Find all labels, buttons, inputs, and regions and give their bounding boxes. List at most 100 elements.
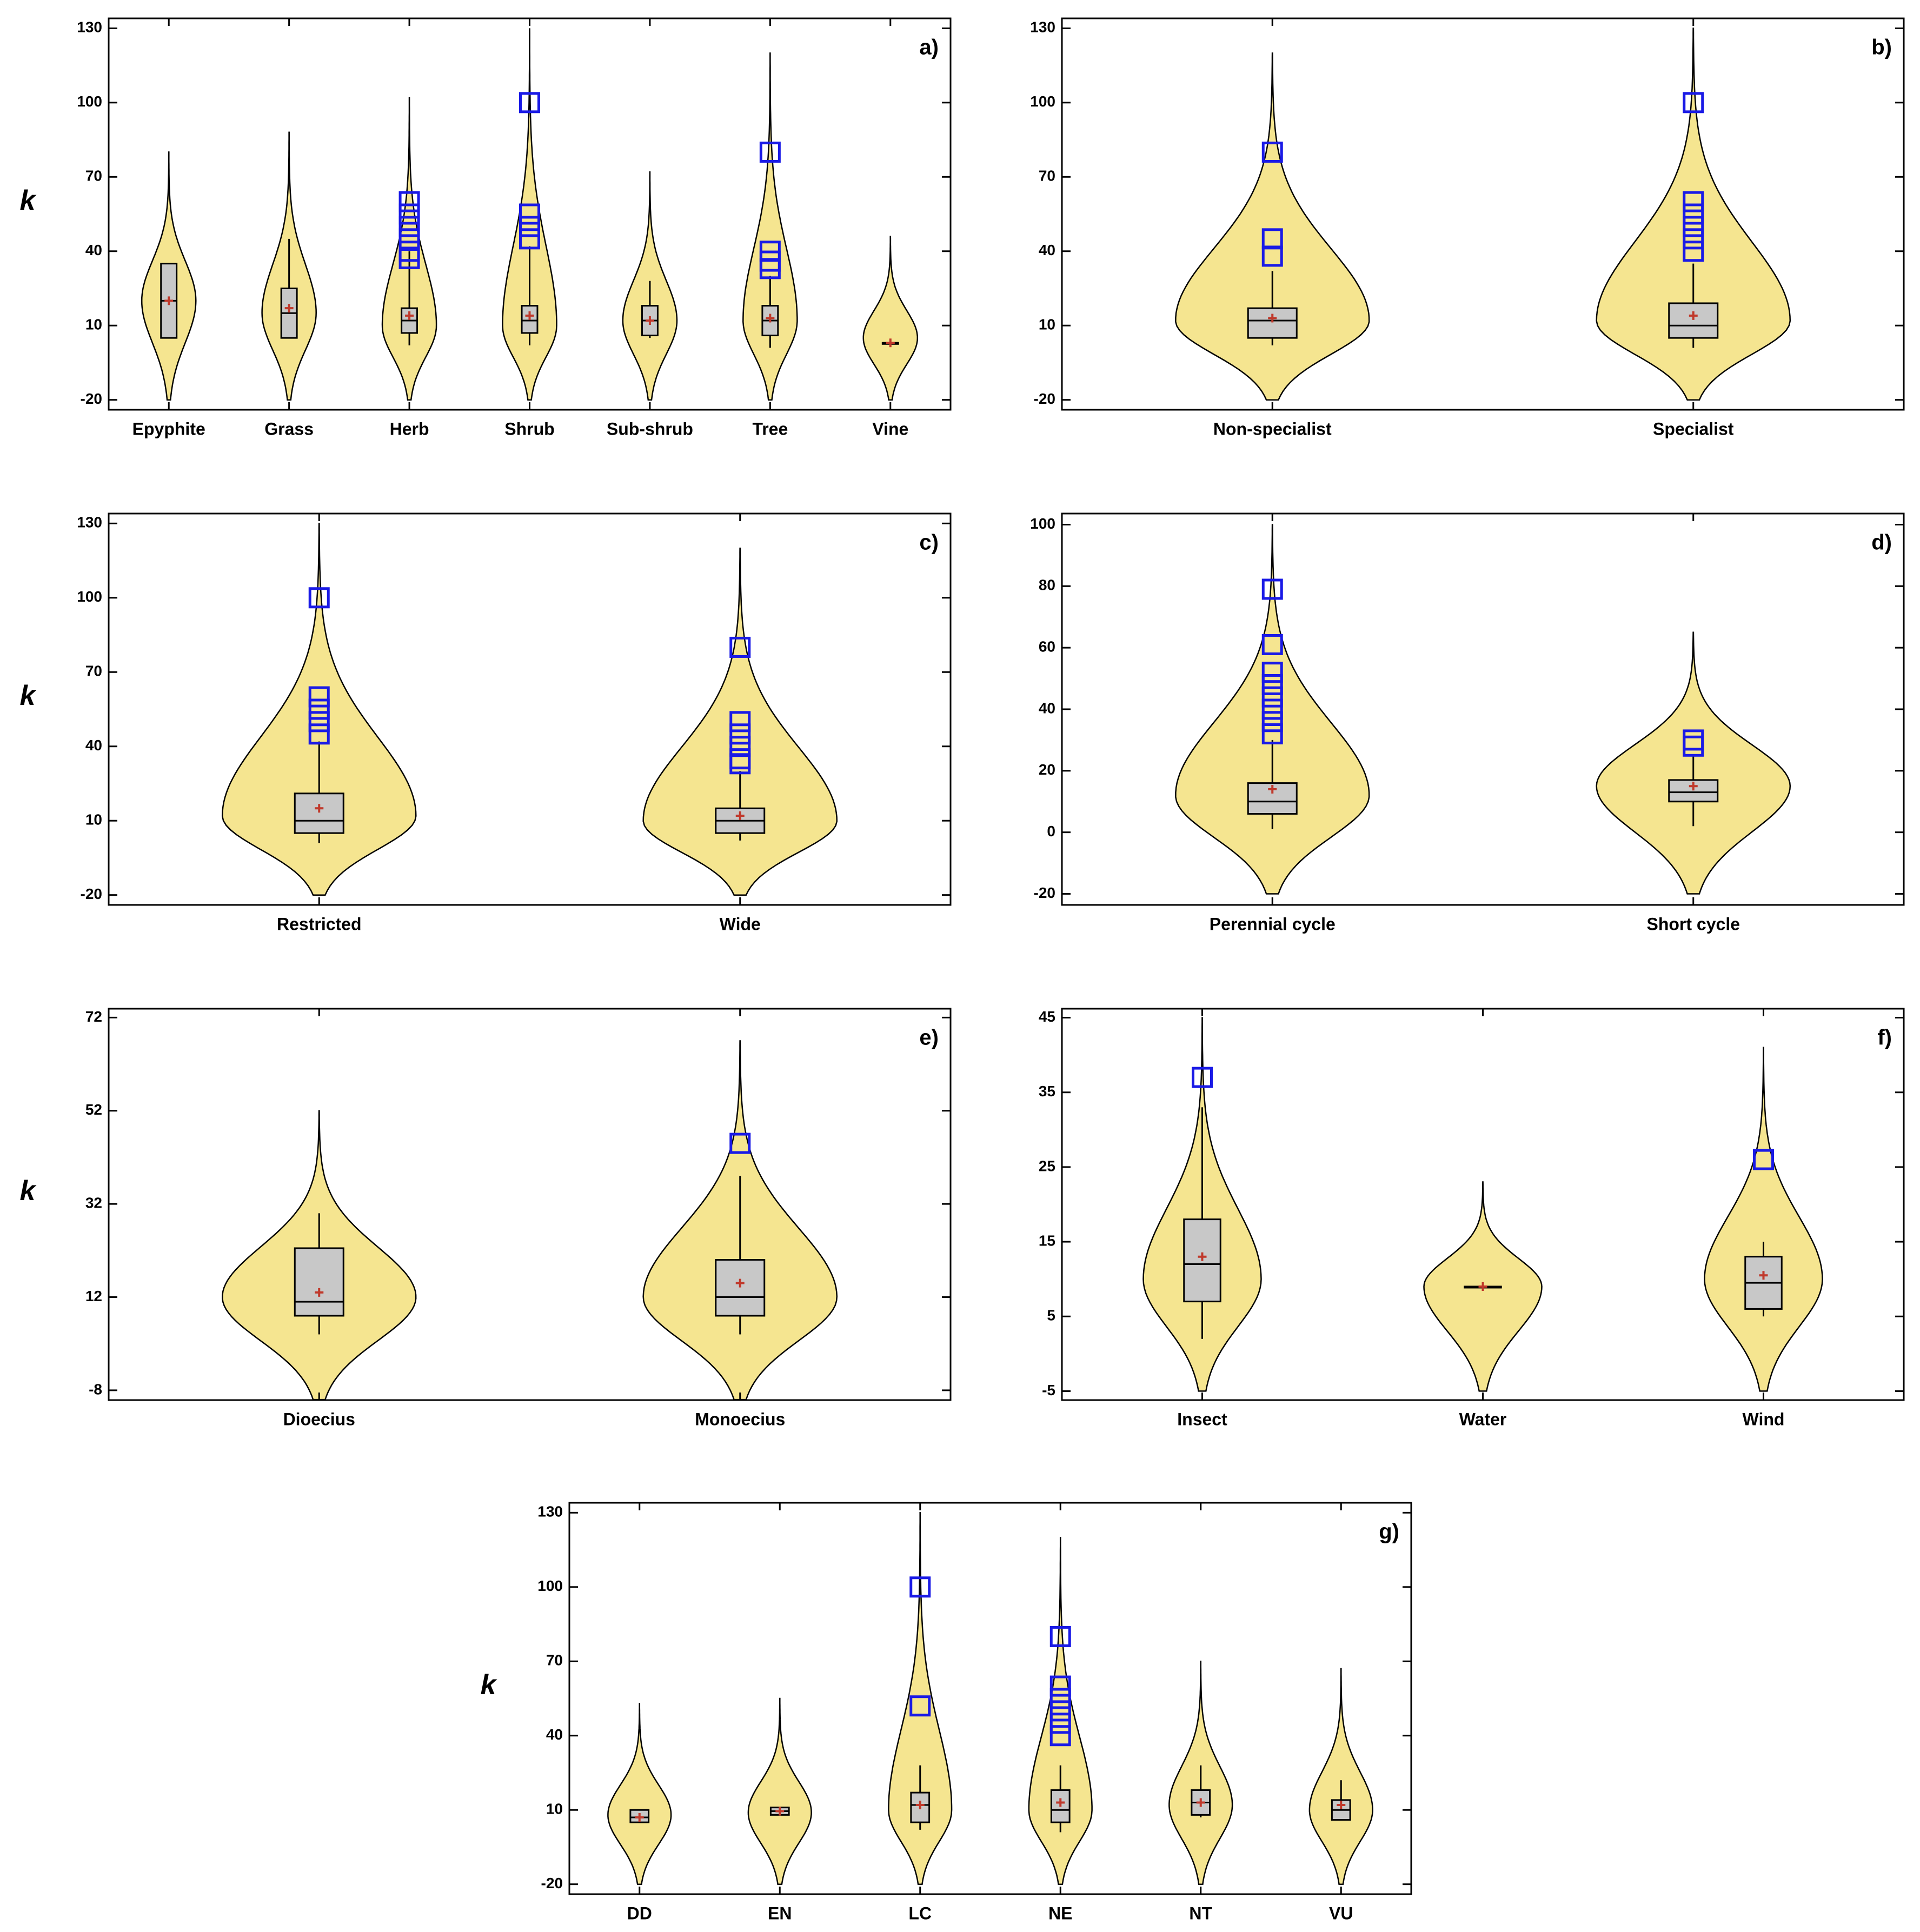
- mean-marker: [1268, 784, 1277, 794]
- box: [1668, 302, 1719, 339]
- y-tick-label: 35: [1039, 1083, 1055, 1100]
- mean-marker: [1268, 314, 1277, 323]
- box: [294, 1247, 344, 1317]
- outlier: [759, 258, 781, 279]
- y-tick-label: 45: [1039, 1008, 1055, 1025]
- panel-label: b): [1871, 36, 1892, 59]
- panel: Insect Water Wind -5 5 15 25 35 45 f): [1039, 1008, 1905, 1429]
- y-axis-label: k: [481, 1669, 498, 1701]
- y-tick-label: 20: [1039, 761, 1055, 778]
- violin: [1175, 524, 1370, 895]
- mean-marker: [735, 811, 745, 821]
- outlier: [1683, 735, 1704, 757]
- outlier: [1683, 92, 1704, 114]
- panel: Restricted Wide -20 10 40 70 100 130 c) k: [20, 512, 952, 934]
- panel: DD EN LC NE NT VU -20 10 40 70 100 130 g) k: [481, 1502, 1412, 1923]
- x-tick-label: Monoecius: [695, 1409, 785, 1429]
- violin: [1596, 28, 1791, 401]
- y-tick-label: 10: [1039, 316, 1055, 333]
- mean-marker: [164, 296, 174, 305]
- y-tick-label: 0: [1047, 823, 1055, 840]
- outlier: [519, 92, 540, 114]
- x-tick-label: LC: [908, 1903, 932, 1923]
- y-tick-label: 80: [1039, 577, 1055, 594]
- outlier: [729, 711, 751, 732]
- y-tick-label: 100: [1030, 515, 1055, 532]
- mean-marker: [1759, 1271, 1768, 1280]
- outlier: [1683, 241, 1704, 262]
- mean-marker: [1196, 1798, 1205, 1807]
- outlier: [759, 141, 781, 163]
- panel: Perennial cycle Short cycle -20 0 20 40 60 80 10…: [1030, 512, 1905, 934]
- y-tick-label: 15: [1039, 1232, 1055, 1249]
- y-tick-label: -20: [81, 885, 102, 902]
- outlier: [1261, 662, 1283, 683]
- frame: [108, 1008, 952, 1401]
- x-tick-label: NE: [1048, 1903, 1072, 1923]
- outlier: [1261, 686, 1283, 708]
- y-tick-label: 130: [537, 1503, 563, 1520]
- y-tick-label: 70: [1039, 168, 1055, 184]
- violin: [1175, 52, 1370, 401]
- outlier: [729, 636, 751, 658]
- panel-label: d): [1871, 531, 1892, 555]
- y-tick-label: 12: [85, 1288, 102, 1304]
- y-tick-label: 25: [1039, 1157, 1055, 1174]
- x-tick-label: Shrub: [504, 419, 554, 438]
- y-tick-label: -20: [541, 1875, 563, 1891]
- y-tick-label: 40: [546, 1726, 563, 1743]
- panel-label: e): [919, 1026, 939, 1050]
- y-tick-label: 52: [85, 1101, 102, 1118]
- violin: [1308, 1668, 1373, 1885]
- outlier: [1261, 245, 1283, 267]
- mean-marker: [886, 338, 895, 348]
- outlier: [729, 1132, 751, 1154]
- mean-marker: [775, 1807, 785, 1816]
- outlier: [909, 1695, 931, 1717]
- mean-marker: [315, 804, 324, 813]
- mean-marker: [1056, 1798, 1065, 1807]
- outlier: [308, 711, 330, 732]
- mean-marker: [1337, 1801, 1346, 1810]
- x-tick-label: NT: [1189, 1903, 1212, 1923]
- frame: [1061, 512, 1905, 906]
- y-axis-label: k: [20, 680, 37, 711]
- x-tick-label: Restricted: [277, 914, 362, 934]
- violin: [747, 1697, 812, 1885]
- x-tick-label: Herb: [390, 419, 429, 438]
- mean-marker: [525, 311, 534, 320]
- plot-area: [222, 1040, 838, 1400]
- x-tick-label: Dioecius: [283, 1409, 355, 1429]
- violin: [502, 28, 557, 401]
- plot-area: [221, 523, 838, 896]
- outlier: [1683, 203, 1704, 225]
- x-tick-label: Specialist: [1653, 419, 1734, 438]
- mean-marker: [766, 314, 775, 323]
- outlier: [909, 1576, 931, 1598]
- x-tick-label: DD: [627, 1903, 652, 1923]
- outlier: [308, 587, 330, 609]
- outlier: [1261, 711, 1283, 732]
- plot-area: [141, 28, 919, 401]
- outlier: [1261, 723, 1283, 745]
- x-tick-label: Short cycle: [1646, 914, 1740, 934]
- mean-marker: [315, 1288, 324, 1297]
- mean-marker: [1689, 782, 1698, 791]
- mean-marker: [735, 1278, 745, 1288]
- y-tick-label: 72: [85, 1008, 102, 1025]
- plot-area: [1175, 524, 1791, 895]
- outlier: [1683, 228, 1704, 250]
- box: [1247, 307, 1298, 339]
- box: [715, 1259, 766, 1317]
- frame: [568, 1502, 1412, 1895]
- y-tick-label: -20: [1034, 390, 1055, 407]
- violin: [862, 235, 919, 401]
- y-axis-label: k: [20, 1175, 37, 1207]
- outlier: [1049, 1725, 1071, 1747]
- y-tick-label: 10: [85, 316, 102, 333]
- plot-area: [607, 1512, 1373, 1885]
- y-tick-label: 60: [1039, 638, 1055, 655]
- outlier: [1261, 674, 1283, 695]
- outlier: [1049, 1675, 1071, 1697]
